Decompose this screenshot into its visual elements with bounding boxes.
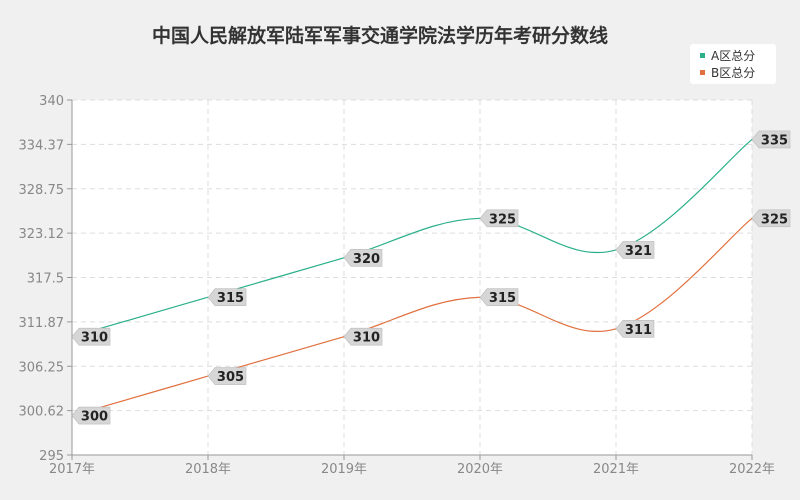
y-tick-label: 334.37 bbox=[19, 138, 65, 153]
data-label-text: 300 bbox=[81, 410, 108, 425]
x-tick-label: 2017年 bbox=[49, 462, 95, 477]
data-label-box bbox=[615, 319, 655, 338]
data-label-box bbox=[615, 241, 655, 259]
series-lines bbox=[71, 138, 753, 417]
data-label-box bbox=[479, 209, 519, 228]
data-label: 310 bbox=[343, 327, 383, 346]
data-label: 310 bbox=[71, 327, 111, 346]
data-label-text: 310 bbox=[81, 331, 108, 346]
y-tick-label: 323.12 bbox=[19, 227, 65, 242]
data-labels: 310 315 320 325 321 335 300 305 310 315 311 325 bbox=[71, 130, 791, 425]
axes: 295 300.62 306.25 311.87 317.5 323.12 328.75 33… bbox=[19, 94, 776, 477]
data-label-text: 315 bbox=[489, 291, 516, 306]
data-label: 300 bbox=[71, 406, 111, 425]
data-label-box bbox=[751, 130, 791, 149]
data-label-text: 305 bbox=[217, 370, 244, 385]
data-label-text: 310 bbox=[353, 331, 380, 346]
x-tick-label: 2018年 bbox=[185, 462, 231, 477]
data-label: 315 bbox=[207, 288, 247, 307]
y-tick-label: 295 bbox=[39, 449, 64, 464]
data-label-text: 320 bbox=[353, 252, 380, 267]
data-label-box bbox=[343, 248, 383, 267]
data-label-box bbox=[479, 288, 519, 307]
data-label-box bbox=[343, 327, 383, 346]
data-label-text: 321 bbox=[625, 244, 652, 259]
data-label-text: 315 bbox=[217, 291, 244, 306]
data-label: 325 bbox=[479, 209, 519, 228]
legend-label: B区总分 bbox=[711, 66, 755, 80]
data-label: 311 bbox=[615, 319, 655, 338]
data-label-box bbox=[71, 327, 111, 346]
data-label-box bbox=[751, 209, 791, 228]
legend-box bbox=[690, 44, 776, 84]
data-label: 321 bbox=[615, 241, 655, 259]
series-line-1 bbox=[71, 138, 753, 338]
data-label: 305 bbox=[207, 367, 247, 385]
legend-label: A区总分 bbox=[711, 49, 755, 63]
y-tick-label: 340 bbox=[39, 94, 64, 109]
data-label-box bbox=[207, 367, 247, 385]
y-tick-label: 328.75 bbox=[19, 183, 65, 198]
y-tick-label: 306.25 bbox=[19, 360, 65, 375]
data-label-text: 311 bbox=[625, 323, 652, 338]
x-tick-label: 2022年 bbox=[729, 462, 775, 477]
y-tick-label: 300.62 bbox=[19, 405, 65, 420]
legend-swatch bbox=[700, 70, 705, 75]
data-label-text: 325 bbox=[489, 212, 516, 227]
plot-area bbox=[72, 100, 752, 455]
series-line-2 bbox=[71, 217, 753, 417]
x-tick-label: 2019年 bbox=[321, 462, 367, 477]
chart-title: 中国人民解放军陆军军事交通学院法学历年考研分数线 bbox=[152, 24, 608, 47]
data-label-box bbox=[207, 288, 247, 307]
data-label: 335 bbox=[751, 130, 791, 149]
data-label: 320 bbox=[343, 248, 383, 267]
y-tick-label: 311.87 bbox=[19, 316, 65, 331]
data-label-text: 325 bbox=[761, 212, 788, 227]
legend-swatch bbox=[700, 53, 705, 58]
legend: A区总分 B区总分 bbox=[690, 44, 776, 84]
data-label: 315 bbox=[479, 288, 519, 307]
x-tick-label: 2020年 bbox=[457, 462, 503, 477]
data-label-text: 335 bbox=[761, 133, 788, 148]
y-tick-label: 317.5 bbox=[27, 272, 64, 287]
data-label: 325 bbox=[751, 209, 791, 228]
x-tick-label: 2021年 bbox=[593, 462, 639, 477]
data-label-box bbox=[71, 406, 111, 425]
